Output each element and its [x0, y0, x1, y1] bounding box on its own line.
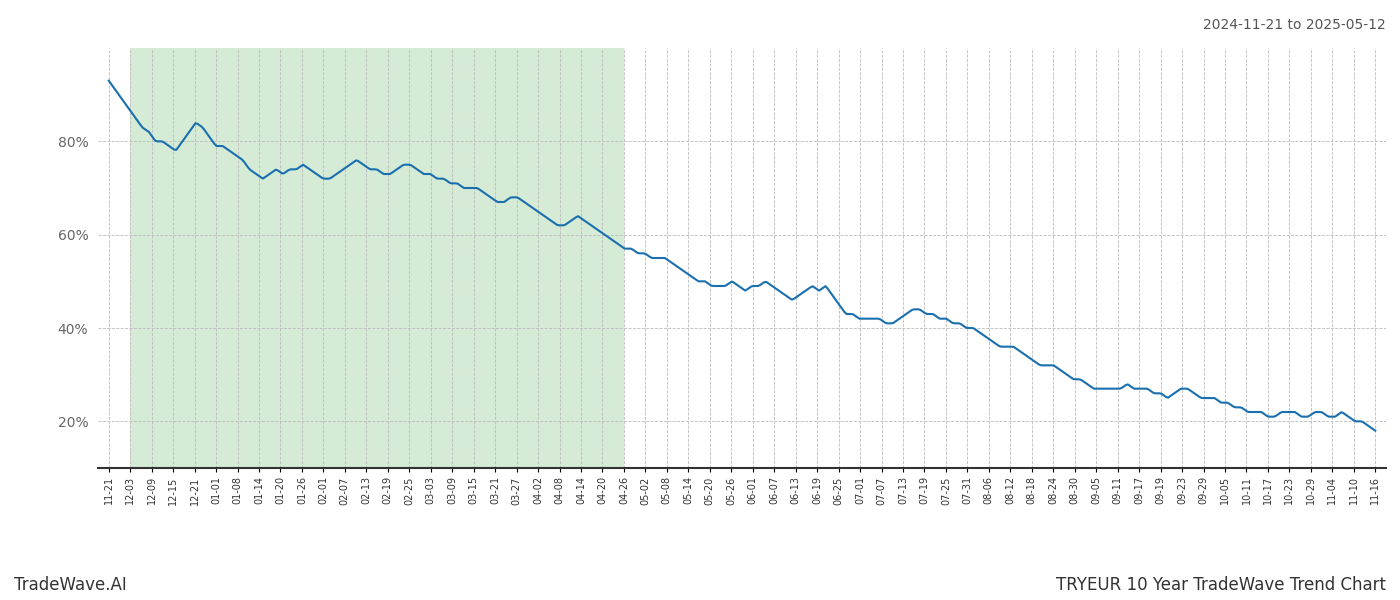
Text: TradeWave.AI: TradeWave.AI	[14, 576, 127, 594]
Bar	[130, 48, 624, 468]
Text: 2024-11-21 to 2025-05-12: 2024-11-21 to 2025-05-12	[1203, 18, 1386, 32]
Text: TRYEUR 10 Year TradeWave Trend Chart: TRYEUR 10 Year TradeWave Trend Chart	[1056, 576, 1386, 594]
